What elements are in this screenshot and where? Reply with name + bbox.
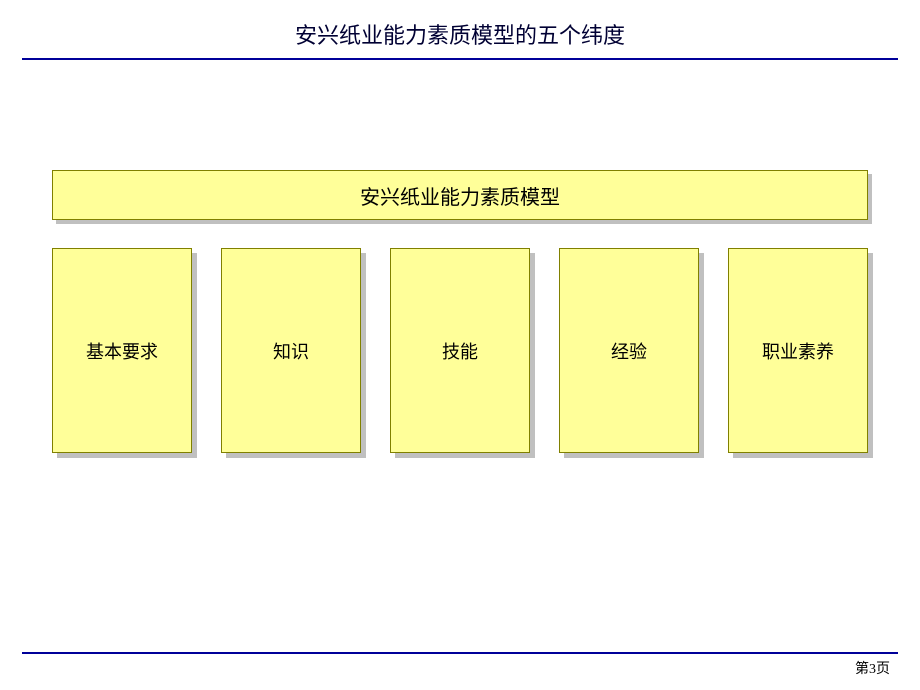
dimension-row: 基本要求 知识 技能 经验 职业素养 — [52, 248, 868, 453]
header-box-wrapper: 安兴纸业能力素质模型 — [52, 170, 868, 220]
slide-title: 安兴纸业能力素质模型的五个纬度 — [0, 0, 920, 58]
dim-wrapper-0: 基本要求 — [52, 248, 192, 453]
title-underline — [22, 58, 898, 60]
dim-wrapper-3: 经验 — [559, 248, 699, 453]
dim-box-1: 知识 — [221, 248, 361, 453]
bottom-line — [22, 652, 898, 654]
dim-wrapper-2: 技能 — [390, 248, 530, 453]
dim-box-0: 基本要求 — [52, 248, 192, 453]
dim-wrapper-1: 知识 — [221, 248, 361, 453]
dim-box-4: 职业素养 — [728, 248, 868, 453]
header-box: 安兴纸业能力素质模型 — [52, 170, 868, 220]
page-number: 第3页 — [855, 658, 890, 678]
dim-wrapper-4: 职业素养 — [728, 248, 868, 453]
dim-box-3: 经验 — [559, 248, 699, 453]
dim-box-2: 技能 — [390, 248, 530, 453]
content-area: 安兴纸业能力素质模型 基本要求 知识 技能 经验 职业素养 — [0, 170, 920, 453]
